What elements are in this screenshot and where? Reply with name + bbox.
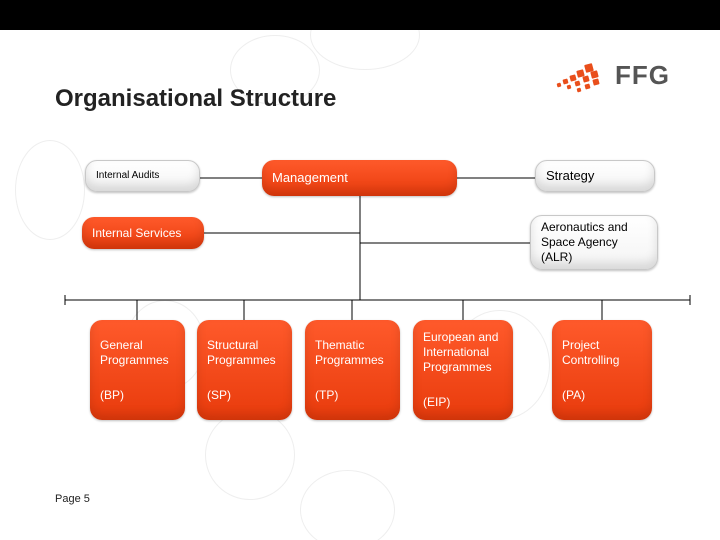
org-box-label: Aeronautics and Space Agency (ALR) bbox=[541, 220, 647, 265]
org-box-pa: Project Controlling (PA) bbox=[552, 320, 652, 420]
org-box-code: (SP) bbox=[207, 388, 282, 403]
ffg-logo: FFG bbox=[540, 55, 670, 95]
org-box-label: Project Controlling bbox=[562, 338, 642, 368]
org-box-label: General Programmes bbox=[100, 338, 175, 368]
org-box-internal_audits: Internal Audits bbox=[85, 160, 200, 192]
org-box-tp: Thematic Programmes (TP) bbox=[305, 320, 400, 420]
org-box-alr: Aeronautics and Space Agency (ALR) bbox=[530, 215, 658, 270]
org-box-label: Strategy bbox=[546, 168, 644, 184]
ffg-logo-text: FFG bbox=[615, 60, 670, 91]
org-box-sp: Structural Programmes (SP) bbox=[197, 320, 292, 420]
page-title: Organisational Structure bbox=[55, 85, 336, 113]
org-box-code: (TP) bbox=[315, 388, 390, 403]
org-box-label: Internal Services bbox=[92, 226, 194, 241]
org-box-bp: General Programmes (BP) bbox=[90, 320, 185, 420]
org-chart: Internal Audits Management Strategy Interna… bbox=[0, 145, 720, 475]
org-box-label: Management bbox=[272, 170, 447, 186]
org-box-strategy: Strategy bbox=[535, 160, 655, 192]
org-box-internal_services: Internal Services bbox=[82, 217, 204, 249]
org-box-label: Internal Audits bbox=[96, 170, 189, 183]
org-box-label: Thematic Programmes bbox=[315, 338, 390, 368]
org-box-code: (PA) bbox=[562, 388, 642, 403]
ffg-logo-icon bbox=[555, 55, 605, 95]
slide: FFG Organisational Structure Internal Au… bbox=[0, 0, 720, 540]
bg-blob bbox=[300, 470, 395, 540]
top-bar bbox=[0, 0, 720, 30]
org-box-code: (EIP) bbox=[423, 395, 503, 410]
org-box-management: Management bbox=[262, 160, 457, 196]
org-box-label: European and International Programmes bbox=[423, 330, 503, 375]
page-footer: Page 5 bbox=[55, 493, 90, 505]
org-box-code: (BP) bbox=[100, 388, 175, 403]
org-box-eip: European and International Programmes (EI… bbox=[413, 320, 513, 420]
org-box-label: Structural Programmes bbox=[207, 338, 282, 368]
